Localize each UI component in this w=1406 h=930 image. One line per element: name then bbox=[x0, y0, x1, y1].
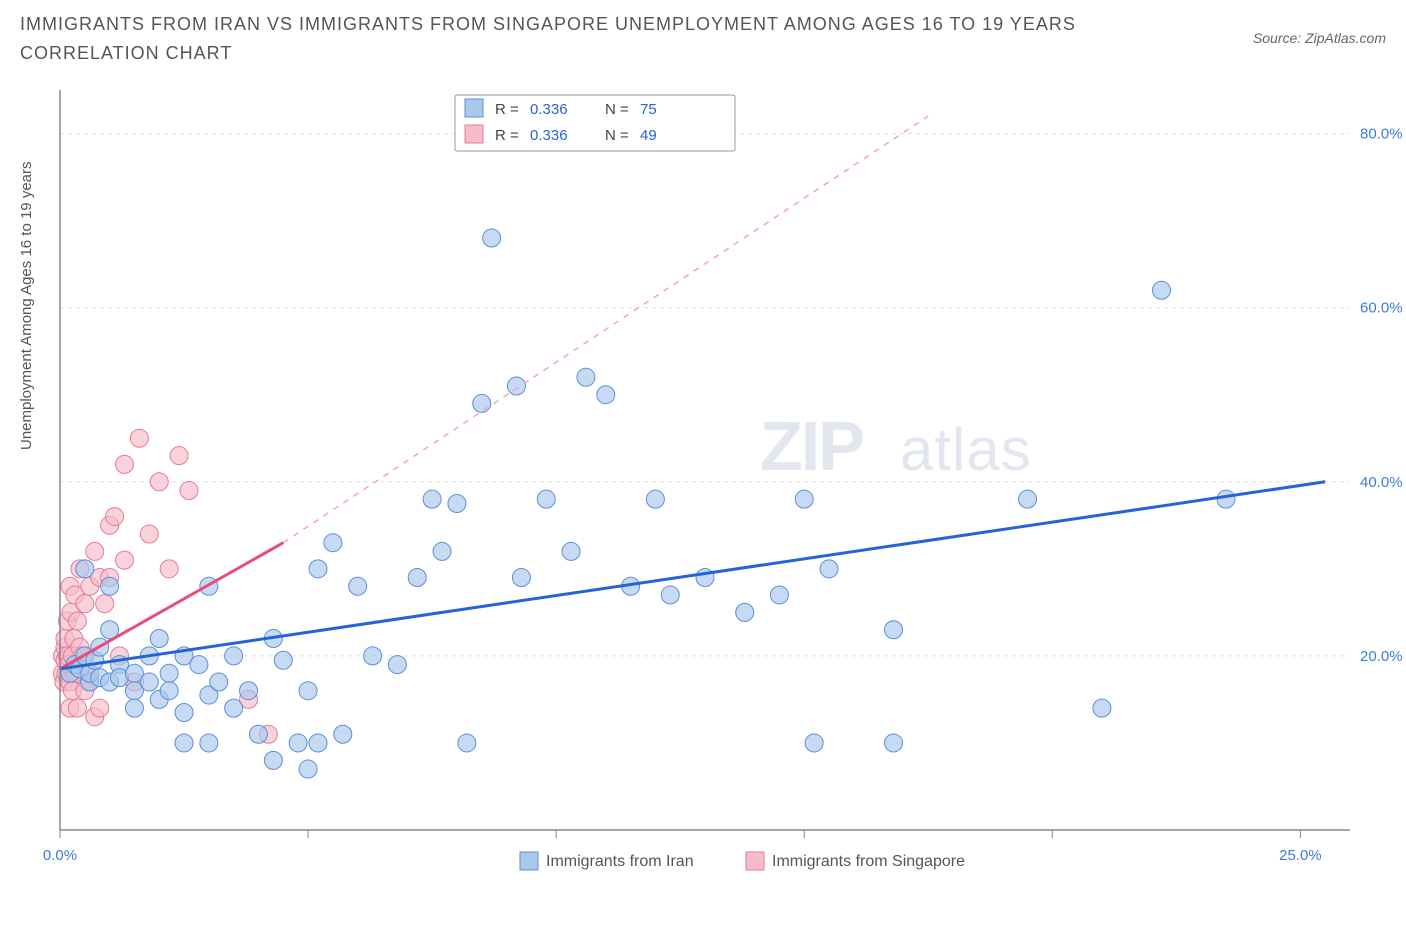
data-point-singapore bbox=[180, 481, 198, 499]
y-axis-label: Unemployment Among Ages 16 to 19 years bbox=[18, 161, 35, 450]
data-point-singapore bbox=[86, 542, 104, 560]
data-point-iran bbox=[507, 377, 525, 395]
y-tick-label: 40.0% bbox=[1360, 474, 1403, 491]
data-point-iran bbox=[175, 703, 193, 721]
data-point-iran bbox=[160, 664, 178, 682]
data-point-iran bbox=[200, 734, 218, 752]
data-point-iran bbox=[160, 682, 178, 700]
watermark-zip: ZIP bbox=[760, 407, 863, 485]
data-point-iran bbox=[820, 560, 838, 578]
data-point-iran bbox=[408, 569, 426, 587]
watermark-atlas: atlas bbox=[900, 416, 1032, 483]
data-point-singapore bbox=[68, 612, 86, 630]
data-point-iran bbox=[140, 673, 158, 691]
data-point-iran bbox=[225, 699, 243, 717]
data-point-singapore bbox=[76, 595, 94, 613]
data-point-iran bbox=[1019, 490, 1037, 508]
data-point-iran bbox=[309, 734, 327, 752]
legend-swatch bbox=[746, 852, 764, 870]
data-point-iran bbox=[190, 656, 208, 674]
data-point-iran bbox=[1152, 281, 1170, 299]
n-value: 75 bbox=[640, 101, 657, 118]
data-point-singapore bbox=[170, 447, 188, 465]
data-point-iran bbox=[661, 586, 679, 604]
legend-swatch bbox=[465, 99, 483, 117]
data-point-singapore bbox=[106, 508, 124, 526]
data-point-iran bbox=[562, 542, 580, 560]
data-point-iran bbox=[76, 560, 94, 578]
legend-label: Immigrants from Singapore bbox=[772, 853, 965, 870]
series-legend: Immigrants from Iran Immigrants from Sing… bbox=[520, 852, 965, 870]
data-point-iran bbox=[334, 725, 352, 743]
data-point-iran bbox=[349, 577, 367, 595]
y-tick-label: 20.0% bbox=[1360, 648, 1403, 665]
data-point-iran bbox=[597, 386, 615, 404]
data-point-iran bbox=[309, 560, 327, 578]
data-point-iran bbox=[274, 651, 292, 669]
data-point-singapore bbox=[91, 699, 109, 717]
data-point-singapore bbox=[160, 560, 178, 578]
x-tick-label: 0.0% bbox=[43, 847, 77, 864]
data-point-iran bbox=[289, 734, 307, 752]
legend-swatch bbox=[520, 852, 538, 870]
data-point-iran bbox=[324, 534, 342, 552]
data-point-iran bbox=[240, 682, 258, 700]
data-point-iran bbox=[885, 734, 903, 752]
data-point-iran bbox=[537, 490, 555, 508]
data-point-iran bbox=[249, 725, 267, 743]
data-point-iran bbox=[458, 734, 476, 752]
data-point-iran bbox=[770, 586, 788, 604]
chart-title: IMMIGRANTS FROM IRAN VS IMMIGRANTS FROM … bbox=[20, 10, 1120, 68]
svg-text:N =: N = bbox=[605, 127, 629, 144]
scatter-plot: ZIP atlas 20.0%40.0%60.0%80.0%0.0%25.0% … bbox=[60, 90, 1380, 870]
data-point-iran bbox=[225, 647, 243, 665]
data-point-iran bbox=[885, 621, 903, 639]
data-point-iran bbox=[423, 490, 441, 508]
y-tick-label: 60.0% bbox=[1360, 300, 1403, 317]
svg-text:R =: R = bbox=[495, 101, 519, 118]
source-attribution: Source: ZipAtlas.com bbox=[1253, 10, 1386, 46]
y-tick-label: 80.0% bbox=[1360, 126, 1403, 143]
data-point-iran bbox=[299, 682, 317, 700]
x-tick-label: 25.0% bbox=[1279, 847, 1322, 864]
data-point-iran bbox=[433, 542, 451, 560]
svg-text:R =: R = bbox=[495, 127, 519, 144]
data-point-iran bbox=[299, 760, 317, 778]
data-point-iran bbox=[175, 734, 193, 752]
data-point-iran bbox=[150, 629, 168, 647]
data-point-iran bbox=[101, 577, 119, 595]
data-point-iran bbox=[646, 490, 664, 508]
data-point-iran bbox=[805, 734, 823, 752]
data-point-singapore bbox=[68, 699, 86, 717]
data-point-iran bbox=[388, 656, 406, 674]
data-point-iran bbox=[364, 647, 382, 665]
data-point-iran bbox=[125, 699, 143, 717]
data-point-iran bbox=[1217, 490, 1235, 508]
legend-swatch bbox=[465, 125, 483, 143]
data-point-iran bbox=[795, 490, 813, 508]
data-point-singapore bbox=[150, 473, 168, 491]
data-point-singapore bbox=[130, 429, 148, 447]
svg-text:N =: N = bbox=[605, 101, 629, 118]
data-point-iran bbox=[448, 495, 466, 513]
data-point-iran bbox=[512, 569, 530, 587]
data-point-iran bbox=[577, 368, 595, 386]
data-point-iran bbox=[264, 751, 282, 769]
r-value: 0.336 bbox=[530, 101, 568, 118]
trend-line-iran bbox=[60, 482, 1325, 669]
data-point-singapore bbox=[96, 595, 114, 613]
data-point-iran bbox=[473, 394, 491, 412]
data-point-singapore bbox=[140, 525, 158, 543]
data-point-iran bbox=[210, 673, 228, 691]
data-point-iran bbox=[483, 229, 501, 247]
data-point-singapore bbox=[116, 455, 134, 473]
data-point-singapore bbox=[116, 551, 134, 569]
r-value: 0.336 bbox=[530, 127, 568, 144]
data-point-iran bbox=[736, 603, 754, 621]
correlation-legend: R = 0.336 N = 75 R = 0.336 N = 49 bbox=[455, 95, 735, 151]
n-value: 49 bbox=[640, 127, 657, 144]
data-point-iran bbox=[1093, 699, 1111, 717]
legend-label: Immigrants from Iran bbox=[546, 853, 694, 870]
